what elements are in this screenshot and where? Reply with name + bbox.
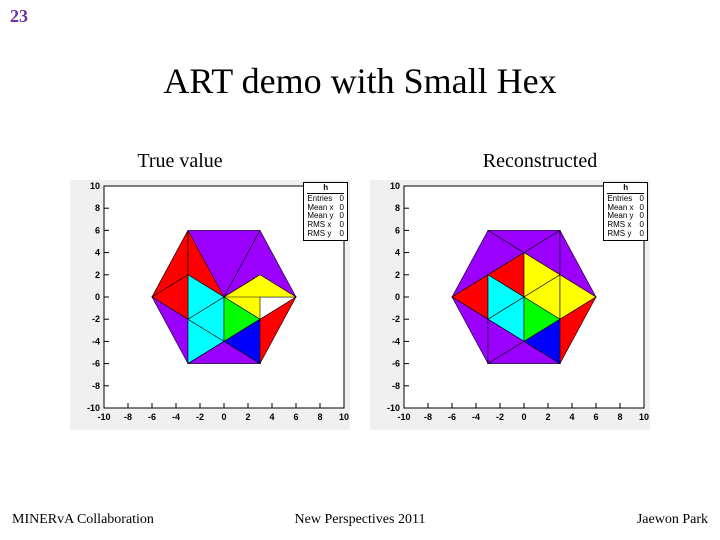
- stats-title: h: [607, 184, 644, 194]
- stats-row: RMS y0: [607, 230, 644, 239]
- svg-text:-4: -4: [92, 336, 100, 346]
- svg-text:-10: -10: [97, 412, 110, 422]
- plot-true: -10-10 -8 -8 -6 -6 -4 -4 -2 -2 0 0 2 2 4 4 6 6 8 8 10 10 h E…: [70, 180, 350, 430]
- svg-text:-8: -8: [124, 412, 132, 422]
- svg-text:8: 8: [395, 203, 400, 213]
- svg-text:10: 10: [90, 181, 100, 191]
- svg-text:-8: -8: [424, 412, 432, 422]
- svg-text:-4: -4: [472, 412, 480, 422]
- svg-text:10: 10: [390, 181, 400, 191]
- stats-row: RMS y0: [307, 230, 344, 239]
- svg-text:6: 6: [293, 412, 298, 422]
- stats-title: h: [307, 184, 344, 194]
- svg-text:8: 8: [617, 412, 622, 422]
- svg-text:-2: -2: [92, 314, 100, 324]
- svg-text:-8: -8: [392, 381, 400, 391]
- svg-text:8: 8: [317, 412, 322, 422]
- slide: 23 ART demo with Small Hex True value Re…: [0, 0, 720, 540]
- svg-text:6: 6: [395, 225, 400, 235]
- svg-text:-6: -6: [92, 359, 100, 369]
- svg-text:-6: -6: [392, 359, 400, 369]
- svg-text:-2: -2: [496, 412, 504, 422]
- footer-right: Jaewon Park: [637, 512, 708, 528]
- svg-text:-4: -4: [392, 336, 400, 346]
- plot-reco: -10-10 -8 -8 -6 -6 -4 -4 -2 -2 0 0 2 2 4 4 6 6 8 8 10 10 h E…: [370, 180, 650, 430]
- footer-center: New Perspectives 2011: [0, 512, 720, 528]
- svg-text:2: 2: [395, 270, 400, 280]
- page-number: 23: [10, 6, 28, 27]
- svg-text:4: 4: [395, 248, 400, 258]
- svg-text:-2: -2: [392, 314, 400, 324]
- svg-text:4: 4: [269, 412, 274, 422]
- svg-text:0: 0: [221, 412, 226, 422]
- svg-text:10: 10: [639, 412, 649, 422]
- svg-text:6: 6: [593, 412, 598, 422]
- svg-text:4: 4: [95, 248, 100, 258]
- svg-text:2: 2: [245, 412, 250, 422]
- svg-text:4: 4: [569, 412, 574, 422]
- svg-text:0: 0: [395, 292, 400, 302]
- slide-title: ART demo with Small Hex: [0, 60, 720, 102]
- label-true-value: True value: [0, 150, 360, 173]
- svg-text:0: 0: [521, 412, 526, 422]
- svg-text:-6: -6: [148, 412, 156, 422]
- svg-text:-10: -10: [87, 403, 100, 413]
- svg-text:6: 6: [95, 225, 100, 235]
- svg-text:8: 8: [95, 203, 100, 213]
- svg-text:-10: -10: [397, 412, 410, 422]
- svg-text:-6: -6: [448, 412, 456, 422]
- svg-text:10: 10: [339, 412, 349, 422]
- svg-text:-8: -8: [92, 381, 100, 391]
- plot-row: -10-10-8-8-6-6-4-4-2-200224466881010 h E…: [70, 180, 650, 430]
- svg-text:-10: -10: [387, 403, 400, 413]
- stats-box-reco: h Entries0Mean x0Mean y0RMS x0RMS y0: [603, 182, 648, 241]
- svg-text:2: 2: [95, 270, 100, 280]
- svg-text:-2: -2: [196, 412, 204, 422]
- svg-text:0: 0: [95, 292, 100, 302]
- svg-text:2: 2: [545, 412, 550, 422]
- svg-text:-4: -4: [172, 412, 180, 422]
- stats-box-true: h Entries0Mean x0Mean y0RMS x0RMS y0: [303, 182, 348, 241]
- label-reconstructed: Reconstructed: [360, 150, 720, 173]
